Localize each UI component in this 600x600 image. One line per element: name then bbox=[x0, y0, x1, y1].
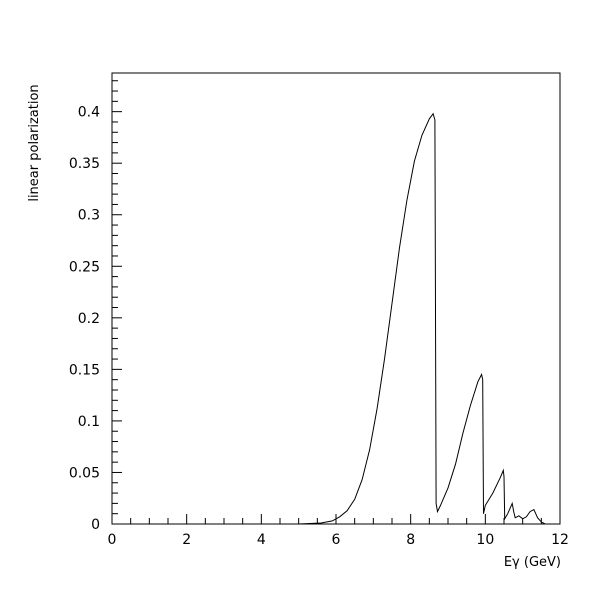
x-tick-label: 4 bbox=[257, 532, 266, 548]
x-tick-label: 0 bbox=[108, 532, 117, 548]
y-axis-title: linear polarization bbox=[27, 84, 42, 201]
x-tick-label: 12 bbox=[551, 532, 569, 548]
axis-tick-labels: 0 2 4 6 8 10 12 0 0.05 0.1 0.15 0.2 0.25 0.3 0.35 0.4 bbox=[69, 105, 569, 548]
y-tick-label: 0.2 bbox=[78, 311, 100, 327]
y-tick-label: 0.35 bbox=[69, 156, 100, 172]
y-tick-label: 0.4 bbox=[78, 105, 100, 121]
x-tick-label: 2 bbox=[182, 532, 191, 548]
y-tick-label: 0.25 bbox=[69, 259, 100, 275]
y-tick-label: 0.3 bbox=[78, 208, 100, 224]
x-tick-label: 8 bbox=[406, 532, 415, 548]
axis-ticks bbox=[111, 80, 561, 525]
plot-frame bbox=[111, 72, 561, 525]
y-tick-label: 0.15 bbox=[69, 362, 100, 378]
y-tick-label: 0.1 bbox=[78, 414, 100, 430]
x-tick-label: 6 bbox=[332, 532, 341, 548]
x-axis-title: Eγ (GeV) bbox=[504, 555, 561, 570]
series-line bbox=[298, 112, 546, 525]
x-tick-label: 10 bbox=[476, 532, 494, 548]
y-tick-label: 0 bbox=[91, 517, 100, 533]
y-tick-label: 0.05 bbox=[69, 465, 100, 481]
